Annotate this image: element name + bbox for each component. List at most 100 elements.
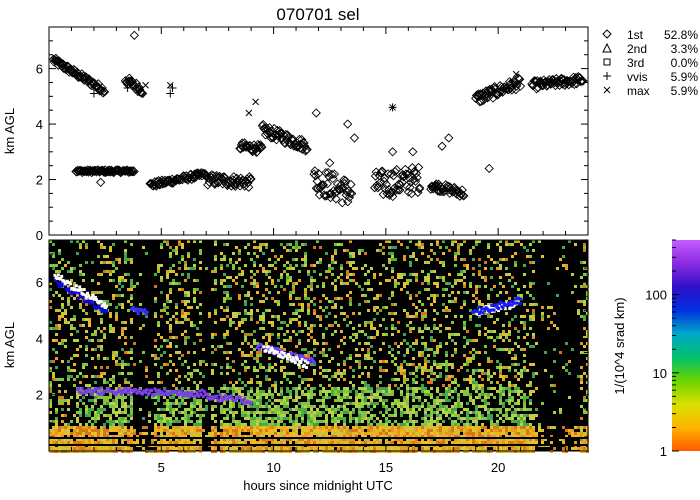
heatmap-cell — [214, 288, 217, 291]
heatmap-cell — [361, 420, 364, 423]
heatmap-cell — [322, 309, 325, 312]
heatmap-cell — [307, 270, 310, 273]
heatmap-cell — [394, 435, 397, 438]
heatmap-cell — [373, 396, 376, 399]
heatmap-cell — [406, 351, 409, 354]
heatmap-cell — [214, 429, 217, 432]
heatmap-cell — [109, 270, 112, 273]
heatmap-cell — [298, 342, 301, 345]
heatmap-cell — [448, 447, 451, 450]
heatmap-cell — [376, 432, 379, 435]
heatmap-cell — [463, 285, 466, 288]
heatmap-cell — [478, 330, 481, 333]
heatmap-cell — [250, 432, 253, 435]
heatmap-cell — [442, 429, 445, 432]
heatmap-cell — [337, 429, 340, 432]
heatmap-cell — [364, 294, 367, 297]
heatmap-cell — [79, 243, 82, 246]
heatmap-cell — [289, 390, 292, 393]
heatmap-cell — [130, 414, 133, 417]
heatmap-cell — [70, 333, 73, 336]
heatmap-cell — [493, 426, 496, 429]
heatmap-cell — [265, 288, 268, 291]
heatmap-cell — [505, 438, 508, 441]
heatmap-cell — [364, 384, 367, 387]
heatmap-cell — [424, 411, 427, 414]
heatmap-cell — [322, 426, 325, 429]
heatmap-cell — [94, 396, 97, 399]
heatmap-cell — [463, 303, 466, 306]
heatmap-cell — [199, 438, 202, 441]
heatmap-cell — [346, 294, 349, 297]
heatmap-cell — [364, 282, 367, 285]
heatmap-cell — [232, 447, 235, 450]
heatmap-cell — [505, 399, 508, 402]
heatmap-cell — [127, 420, 130, 423]
heatmap-cell — [109, 393, 112, 396]
heatmap-cell — [223, 273, 226, 276]
heatmap-cell — [412, 315, 415, 318]
heatmap-cell — [226, 423, 229, 426]
heatmap-cell — [349, 402, 352, 405]
plus-point — [89, 89, 98, 98]
heatmap-cell — [499, 417, 502, 420]
heatmap-cell — [319, 384, 322, 387]
heatmap-cell — [313, 270, 316, 273]
heatmap-cell — [466, 420, 469, 423]
heatmap-cell — [502, 393, 505, 396]
heatmap-cell — [118, 384, 121, 387]
heatmap-cell — [271, 411, 274, 414]
heatmap-cell — [313, 342, 316, 345]
heatmap-cell — [103, 333, 106, 336]
heatmap-cell — [64, 432, 67, 435]
heatmap-cell — [511, 357, 514, 360]
diamond-point — [343, 119, 353, 129]
heatmap-cell — [478, 240, 481, 243]
heatmap-cell — [253, 366, 256, 369]
heatmap-cell — [265, 417, 268, 420]
heatmap-cell — [445, 387, 448, 390]
heatmap-cell — [403, 372, 406, 375]
heatmap-cell — [382, 333, 385, 336]
heatmap-cell — [76, 252, 79, 255]
heatmap-cell — [316, 408, 319, 411]
heatmap-cell — [430, 243, 433, 246]
heatmap-cell — [472, 435, 475, 438]
heatmap-cell — [280, 417, 283, 420]
heatmap-cell — [364, 324, 367, 327]
heatmap-cell — [376, 396, 379, 399]
heatmap-cell — [499, 282, 502, 285]
heatmap-cell — [82, 309, 85, 312]
heatmap-cell — [508, 351, 511, 354]
heatmap-cell — [418, 327, 421, 330]
heatmap-cell — [307, 309, 310, 312]
heatmap-cell — [421, 369, 424, 372]
heatmap-cell — [463, 240, 466, 243]
heatmap-cell — [472, 246, 475, 249]
heatmap-cell — [160, 345, 163, 348]
heatmap-cell — [439, 324, 442, 327]
heatmap-cell — [124, 342, 127, 345]
heatmap-cell — [235, 282, 238, 285]
heatmap-cell — [283, 402, 286, 405]
heatmap-cell — [196, 414, 199, 417]
heatmap-cell — [199, 432, 202, 435]
heatmap-cell — [118, 336, 121, 339]
heatmap-cell — [463, 393, 466, 396]
heatmap-cell — [115, 441, 118, 444]
heatmap-cell — [433, 399, 436, 402]
heatmap-cell — [88, 432, 91, 435]
heatmap-cell — [334, 252, 337, 255]
heatmap-cell — [403, 369, 406, 372]
heatmap-cell — [388, 390, 391, 393]
heatmap-cell — [238, 294, 241, 297]
diamond-point — [329, 169, 340, 179]
heatmap-cell — [406, 411, 409, 414]
heatmap-cell — [166, 339, 169, 342]
heatmap-cell — [79, 414, 82, 417]
heatmap-cell — [340, 330, 343, 333]
heatmap-cell — [232, 393, 235, 396]
heatmap-cell — [262, 318, 265, 321]
heatmap-cell — [55, 426, 58, 429]
